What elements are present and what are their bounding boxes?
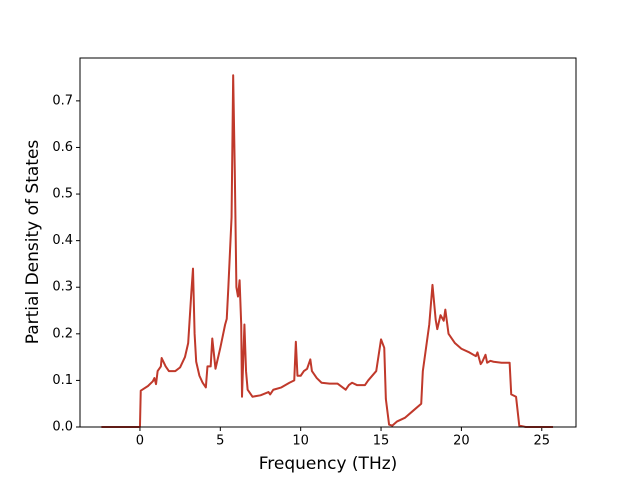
y-tick-label: 0.0	[52, 420, 73, 435]
x-tick-label: 10	[292, 434, 309, 449]
x-axis-label: Frequency (THz)	[259, 454, 398, 474]
x-tick-label: 20	[453, 434, 470, 449]
y-tick-label: 0.4	[52, 233, 73, 248]
x-tick-label: 5	[216, 434, 224, 449]
y-tick-label: 0.6	[52, 140, 73, 155]
y-tick-label: 0.5	[52, 187, 73, 202]
x-tick-label: 0	[136, 434, 144, 449]
y-axis-label: Partial Density of States	[23, 140, 43, 345]
x-tick-label: 15	[373, 434, 390, 449]
line	[101, 74, 554, 428]
plot-frame	[79, 57, 577, 428]
y-tick-label: 0.7	[52, 93, 73, 108]
y-tick-label: 0.3	[52, 280, 73, 295]
y-tick-label: 0.2	[52, 326, 73, 341]
x-tick-label: 25	[533, 434, 550, 449]
y-tick-label: 0.1	[52, 373, 73, 388]
